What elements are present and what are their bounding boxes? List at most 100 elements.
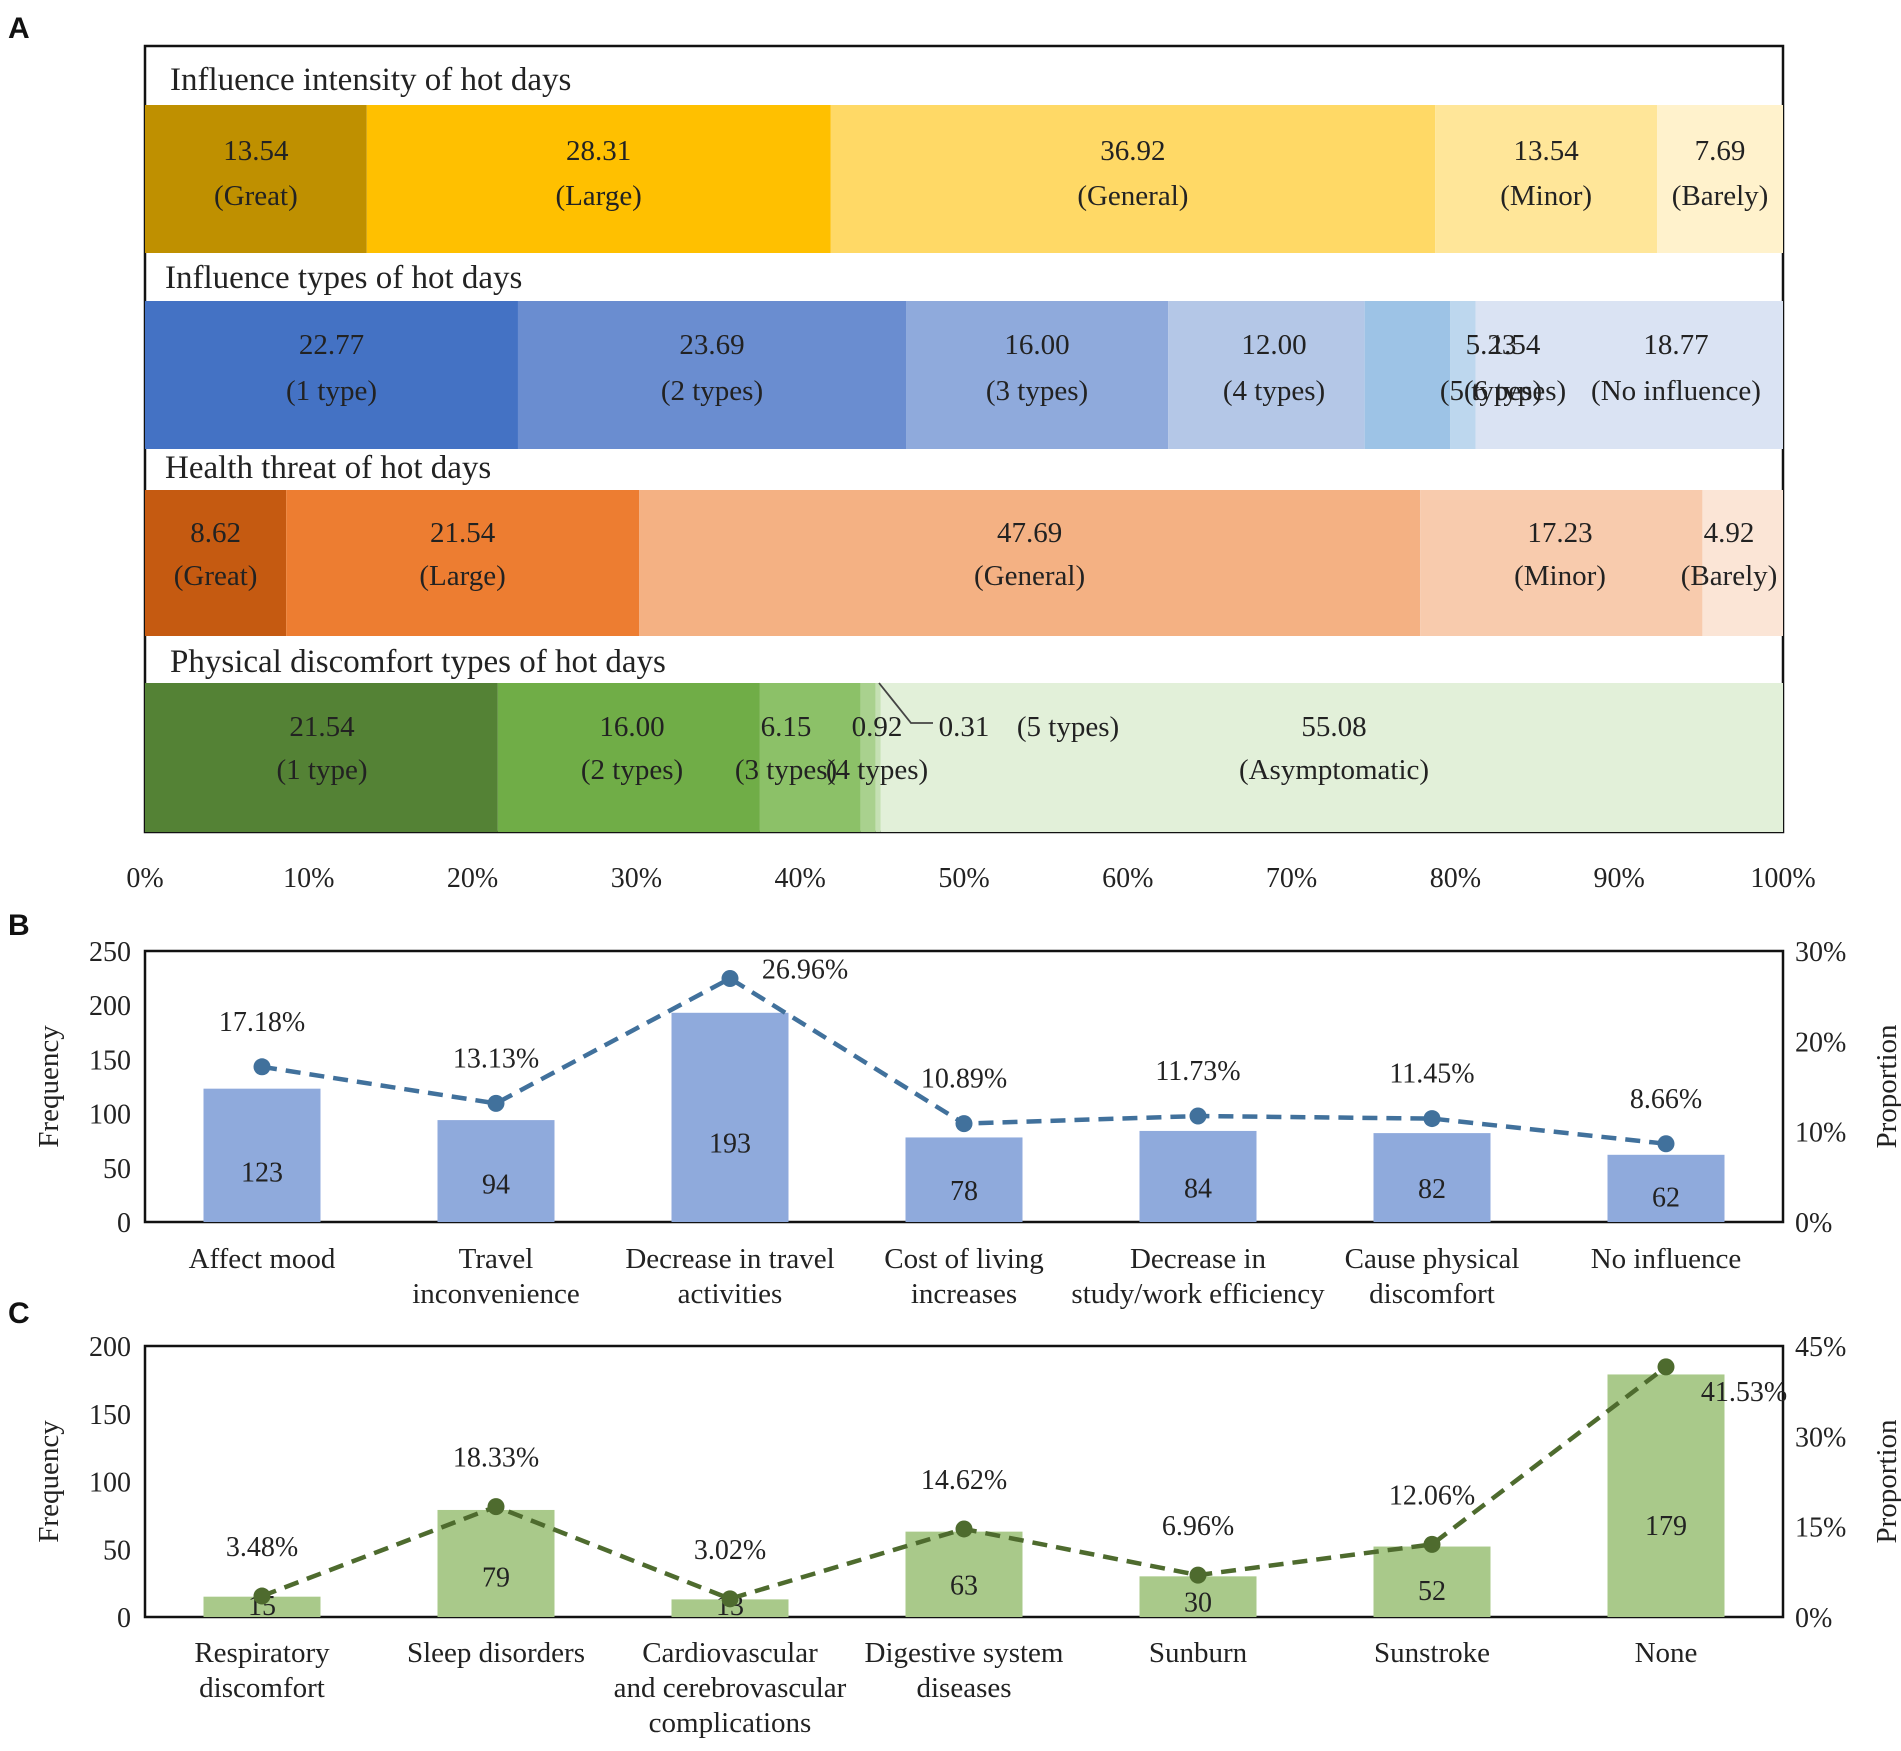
segment-category-label: (Barely) — [1681, 560, 1778, 592]
category-label: Cause physical — [1345, 1243, 1520, 1275]
segment-category-label: (4 types) — [826, 754, 928, 786]
bar — [905, 1137, 1023, 1222]
x-tick-label: 10% — [283, 863, 334, 894]
y-tick-label: 150 — [89, 1400, 131, 1431]
y-tick-label: 0 — [117, 1208, 131, 1239]
stacked-segment — [1475, 301, 1783, 449]
bar — [671, 1012, 789, 1222]
segment-value-label: 21.54 — [289, 711, 355, 743]
stacked-segment — [1435, 105, 1658, 253]
segment-value-label: 22.77 — [299, 329, 364, 361]
y-tick-label: 50 — [103, 1535, 131, 1566]
segment-value-label: 1.54 — [1490, 329, 1541, 361]
bar — [1373, 1133, 1491, 1222]
category-label: Cost of living — [884, 1243, 1044, 1275]
proportion-point — [1189, 1566, 1207, 1584]
category-label: and cerebrovascular — [614, 1672, 847, 1704]
category-label: inconvenience — [412, 1278, 579, 1310]
bar-value-label: 52 — [1418, 1576, 1446, 1607]
stacked-segment — [759, 683, 861, 832]
category-label: study/work efficiency — [1071, 1278, 1325, 1310]
proportion-label: 3.02% — [694, 1535, 766, 1566]
stacked-segment — [860, 683, 876, 832]
proportion-point — [253, 1587, 271, 1605]
proportion-label: 18.33% — [453, 1443, 539, 1474]
x-tick-label: 0% — [126, 863, 163, 894]
stacked-segment — [1364, 301, 1451, 449]
segment-value-label: 13.54 — [1514, 135, 1580, 167]
segment-value-label: 5.23 — [1466, 329, 1517, 361]
category-label: discomfort — [1369, 1278, 1495, 1310]
x-tick-label: 70% — [1266, 863, 1317, 894]
segment-category-label: (5 types) — [1017, 711, 1119, 743]
segment-category-label: (6 types) — [1464, 375, 1566, 407]
row-title: Health threat of hot days — [165, 450, 491, 486]
segment-value-label: 8.62 — [190, 517, 241, 549]
stacked-segment — [145, 490, 287, 636]
category-label: Cardiovascular — [642, 1637, 818, 1669]
segment-category-label: (3 types) — [735, 754, 837, 786]
proportion-label: 11.73% — [1155, 1056, 1240, 1087]
y2-tick-label: 30% — [1795, 1422, 1846, 1453]
y2-tick-label: 30% — [1795, 937, 1846, 968]
bar-value-label: 193 — [709, 1128, 751, 1159]
x-tick-label: 20% — [447, 863, 498, 894]
category-label: Sunburn — [1149, 1637, 1248, 1669]
category-label: increases — [911, 1278, 1017, 1310]
stacked-segment — [497, 683, 760, 832]
bar-value-label: 78 — [950, 1176, 978, 1207]
bar — [1607, 1374, 1725, 1617]
y-tick-label: 200 — [89, 991, 131, 1022]
bar — [1373, 1546, 1491, 1617]
stacked-segment — [145, 301, 518, 449]
category-label: diseases — [916, 1672, 1011, 1704]
segment-category-label: (Asymptomatic) — [1239, 754, 1429, 786]
segment-category-label: (5 types) — [1440, 375, 1542, 407]
bar-value-label: 79 — [482, 1562, 510, 1593]
segment-category-label: (No influence) — [1591, 375, 1761, 407]
category-label: Digestive system — [865, 1637, 1064, 1669]
proportion-label: 14.62% — [921, 1465, 1007, 1496]
stacked-segment — [145, 683, 498, 832]
proportion-label: 17.18% — [219, 1007, 305, 1038]
segment-category-label: (2 types) — [661, 375, 763, 407]
y2-tick-label: 15% — [1795, 1513, 1846, 1544]
stacked-segment — [517, 301, 907, 449]
bar-value-label: 62 — [1652, 1182, 1680, 1213]
segment-value-label: 55.08 — [1301, 711, 1366, 743]
segment-value-label: 28.31 — [566, 135, 631, 167]
row-title: Influence intensity of hot days — [170, 62, 571, 98]
x-tick-label: 80% — [1430, 863, 1481, 894]
x-tick-label: 50% — [938, 863, 989, 894]
x-tick-label: 100% — [1750, 863, 1815, 894]
y-tick-label: 50 — [103, 1154, 131, 1185]
bar — [437, 1509, 555, 1617]
segment-category-label: (General) — [974, 560, 1085, 592]
segment-category-label: (Barely) — [1672, 180, 1769, 212]
segment-category-label: (1 type) — [286, 375, 377, 407]
panel-a-stacked-bar-chart: Influence intensity of hot days 13.54 (Gre… — [126, 44, 1816, 894]
segment-value-label: 23.69 — [679, 329, 744, 361]
category-label: Decrease in travel — [625, 1243, 834, 1275]
stacked-segment — [906, 301, 1169, 449]
segment-category-label: (Minor) — [1500, 180, 1592, 212]
segment-category-label: (3 types) — [986, 375, 1088, 407]
row-title: Influence types of hot days — [165, 260, 522, 296]
segment-category-label: (Large) — [555, 180, 641, 212]
y-tick-label: 150 — [89, 1045, 131, 1076]
y-axis-title: Frequency — [33, 1025, 65, 1148]
proportion-label: 13.13% — [453, 1043, 539, 1074]
segment-value-label: 13.54 — [223, 135, 289, 167]
stacked-segment — [1168, 301, 1365, 449]
panel-a-letter: A — [8, 12, 30, 45]
proportion-point — [1423, 1535, 1441, 1553]
stacked-segment — [286, 490, 640, 636]
segment-category-label: (4 types) — [1223, 375, 1325, 407]
bar-value-label: 30 — [1184, 1588, 1212, 1619]
bar — [1139, 1130, 1257, 1222]
category-label: Sunstroke — [1374, 1637, 1490, 1669]
segment-category-label: (Large) — [419, 560, 505, 592]
y-tick-label: 100 — [89, 1468, 131, 1499]
bar — [437, 1120, 555, 1222]
stacked-segment — [639, 490, 1421, 636]
